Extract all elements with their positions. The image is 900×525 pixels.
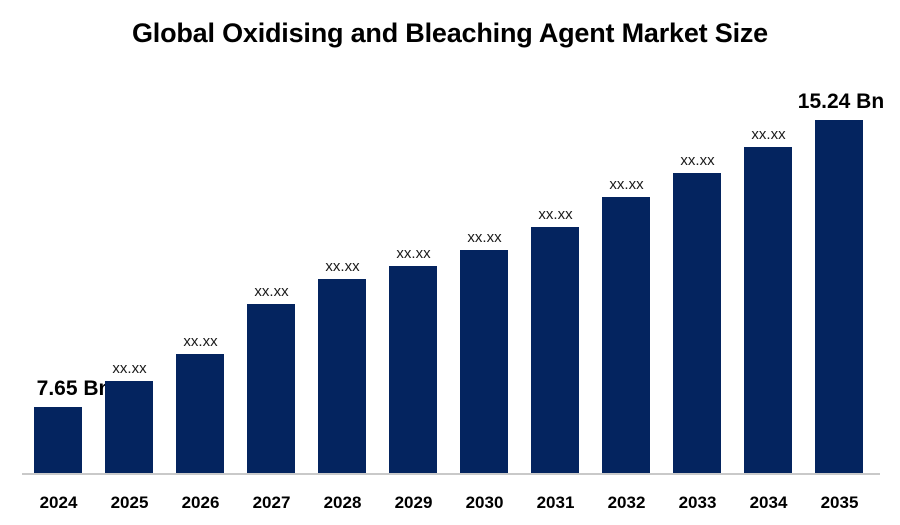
- x-axis-line: [22, 473, 880, 475]
- x-axis-tick-label: 2034: [749, 493, 788, 512]
- bar-value-label: xx.xx: [609, 176, 644, 193]
- bar-value-label: xx.xx: [325, 258, 360, 275]
- x-axis-tick-label: 2030: [465, 493, 504, 512]
- bar-rect[interactable]: [105, 381, 153, 474]
- bar-value-label: 7.65 Bn: [36, 377, 112, 400]
- x-axis-tick-label: 2025: [110, 493, 149, 512]
- bar-value-label: xx.xx: [396, 245, 431, 262]
- bar-rect[interactable]: [460, 250, 508, 474]
- x-axis-tick-label: 2024: [39, 493, 78, 512]
- bar-value-label: xx.xx: [254, 283, 289, 300]
- bar-value-label: xx.xx: [183, 333, 218, 350]
- bar-rect[interactable]: [602, 197, 650, 474]
- bar-value-label: xx.xx: [112, 360, 147, 377]
- bar-rect[interactable]: [744, 147, 792, 474]
- bar-rect[interactable]: [176, 354, 224, 474]
- x-axis-tick-label: 2026: [181, 493, 220, 512]
- bar-value-label: xx.xx: [467, 229, 502, 246]
- chart-title: Global Oxidising and Bleaching Agent Mar…: [131, 18, 768, 48]
- bar-rect[interactable]: [34, 407, 82, 474]
- bar-value-label: xx.xx: [680, 152, 715, 169]
- bar-rect[interactable]: [389, 266, 437, 474]
- x-axis-tick-label: 2027: [252, 493, 291, 512]
- bar-rect[interactable]: [318, 279, 366, 474]
- x-axis-tick-label: 2032: [607, 493, 646, 512]
- x-axis-tick-label: 2035: [820, 493, 859, 512]
- bar-rect[interactable]: [531, 227, 579, 474]
- bar-rect[interactable]: [673, 173, 721, 474]
- bar-value-label: 15.24 Bn: [797, 90, 885, 113]
- bar-rect[interactable]: [247, 304, 295, 474]
- bar-value-label: xx.xx: [751, 126, 786, 143]
- bar-value-label: xx.xx: [538, 206, 573, 223]
- bar-rect[interactable]: [815, 120, 863, 474]
- x-axis-tick-label: 2029: [394, 493, 433, 512]
- x-axis-tick-label: 2028: [323, 493, 362, 512]
- x-axis-tick-label: 2031: [536, 493, 575, 512]
- x-axis-tick-label: 2033: [678, 493, 717, 512]
